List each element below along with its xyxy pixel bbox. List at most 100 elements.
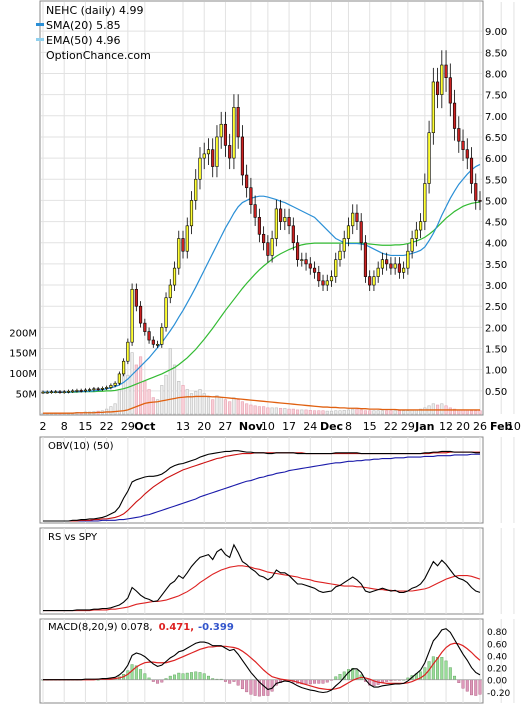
macd-histogram-bar bbox=[465, 679, 469, 692]
candle-body bbox=[92, 388, 96, 391]
volume-bar bbox=[355, 408, 359, 415]
macd-histogram-bar bbox=[156, 679, 160, 684]
volume-bar bbox=[469, 410, 474, 415]
macd-tick-label: 0.80 bbox=[487, 628, 507, 638]
volume-bar bbox=[283, 407, 287, 415]
volume-bar bbox=[232, 397, 236, 415]
candle-body bbox=[465, 149, 469, 159]
candle-body bbox=[194, 178, 198, 201]
macd-histogram-bar bbox=[194, 671, 198, 680]
volume-tick-label: 100M bbox=[9, 369, 37, 380]
candle-body bbox=[308, 263, 312, 269]
macd-histogram-bar bbox=[249, 679, 253, 695]
volume-bar bbox=[279, 407, 283, 415]
candle-body bbox=[469, 157, 474, 184]
volume-bar bbox=[113, 403, 117, 415]
candle-body bbox=[71, 390, 75, 393]
macd-hist-value: -0.399 bbox=[198, 622, 234, 633]
candle-body bbox=[54, 391, 58, 393]
candle-body bbox=[270, 238, 274, 256]
volume-bar bbox=[139, 356, 143, 415]
macd-label: MACD(8,20,9) 0.078, 0.471, -0.399 bbox=[48, 622, 234, 633]
candle-body bbox=[406, 250, 410, 269]
candle-body bbox=[177, 238, 181, 269]
price-tick-label: 7.00 bbox=[485, 112, 507, 123]
volume-bar bbox=[172, 364, 177, 415]
macd-signal-value: 0.471, bbox=[159, 622, 194, 633]
candle-body bbox=[431, 81, 435, 134]
x-tick-label: Nov bbox=[239, 420, 264, 433]
volume-bar bbox=[329, 410, 334, 415]
rs-panel-frame bbox=[39, 527, 484, 615]
x-tick-label: Feb bbox=[490, 420, 513, 433]
candle-body bbox=[130, 288, 134, 343]
obv-panel-frame bbox=[39, 436, 484, 524]
volume-bar bbox=[147, 389, 151, 415]
x-tick-label: 26 bbox=[473, 420, 487, 433]
sma-legend-label: SMA(20) 5.85 bbox=[46, 19, 121, 32]
x-tick-label: 2 bbox=[40, 420, 47, 433]
volume-bar bbox=[202, 393, 206, 415]
x-tick-label: Oct bbox=[134, 420, 155, 433]
x-tick-label: 17 bbox=[282, 420, 296, 433]
volume-bar bbox=[143, 381, 147, 415]
candle-body bbox=[423, 183, 427, 222]
volume-bar bbox=[291, 408, 295, 415]
candle-body bbox=[198, 157, 202, 180]
macd-histogram-bar bbox=[448, 667, 452, 680]
candle-body bbox=[249, 187, 253, 205]
macd-histogram-bar bbox=[202, 673, 206, 680]
candle-body bbox=[291, 225, 295, 244]
macd-tick-label: -0.20 bbox=[487, 689, 511, 699]
macd-histogram-bar bbox=[334, 676, 338, 680]
volume-bar bbox=[308, 410, 312, 415]
candle-body bbox=[88, 389, 92, 391]
volume-tick-label: 150M bbox=[9, 349, 37, 360]
macd-histogram-bar bbox=[181, 673, 185, 680]
macd-panel-frame bbox=[39, 618, 484, 704]
volume-bar bbox=[168, 348, 172, 415]
candle-body bbox=[211, 149, 215, 167]
volume-bar bbox=[448, 407, 452, 415]
candle-body bbox=[83, 389, 87, 392]
obv-slow-line bbox=[43, 453, 480, 522]
macd-histogram-bar bbox=[313, 679, 317, 684]
candle-body bbox=[414, 229, 418, 239]
volume-bar bbox=[109, 406, 113, 415]
macd-histogram-bar bbox=[431, 656, 435, 680]
rs-line bbox=[43, 543, 481, 612]
candle-body bbox=[419, 221, 423, 231]
macd-histogram-bar bbox=[453, 675, 457, 680]
macd-histogram-bar bbox=[308, 679, 312, 685]
x-tick-label: Dec bbox=[320, 420, 343, 433]
candle-body bbox=[109, 385, 113, 388]
volume-bar bbox=[249, 404, 253, 415]
volume-bar bbox=[431, 403, 435, 415]
x-tick-label: 27 bbox=[218, 420, 232, 433]
macd-tick-label: 0.40 bbox=[487, 652, 507, 662]
candle-body bbox=[49, 391, 54, 393]
volume-bar bbox=[219, 397, 223, 415]
volume-bars bbox=[41, 348, 482, 415]
candle-body bbox=[478, 200, 482, 202]
candle-body bbox=[202, 153, 206, 159]
volume-bar bbox=[312, 410, 317, 415]
candle-body bbox=[147, 331, 151, 341]
grid-lines bbox=[41, 2, 515, 703]
volume-bar bbox=[402, 410, 406, 415]
symbol-label: NEHC (daily) 4.99 bbox=[46, 4, 144, 17]
volume-bar bbox=[240, 401, 244, 415]
macd-histogram-bar bbox=[338, 674, 342, 680]
macd-signal-line bbox=[43, 642, 481, 691]
candle-body bbox=[380, 259, 384, 269]
candle-body bbox=[172, 267, 177, 286]
volume-bar bbox=[325, 410, 329, 415]
obv-line bbox=[43, 450, 480, 522]
volume-bar bbox=[155, 399, 160, 415]
candle-body bbox=[376, 267, 380, 277]
candle-body bbox=[283, 217, 287, 222]
x-tick-label: 22 bbox=[100, 420, 114, 433]
volume-bar bbox=[342, 410, 346, 415]
